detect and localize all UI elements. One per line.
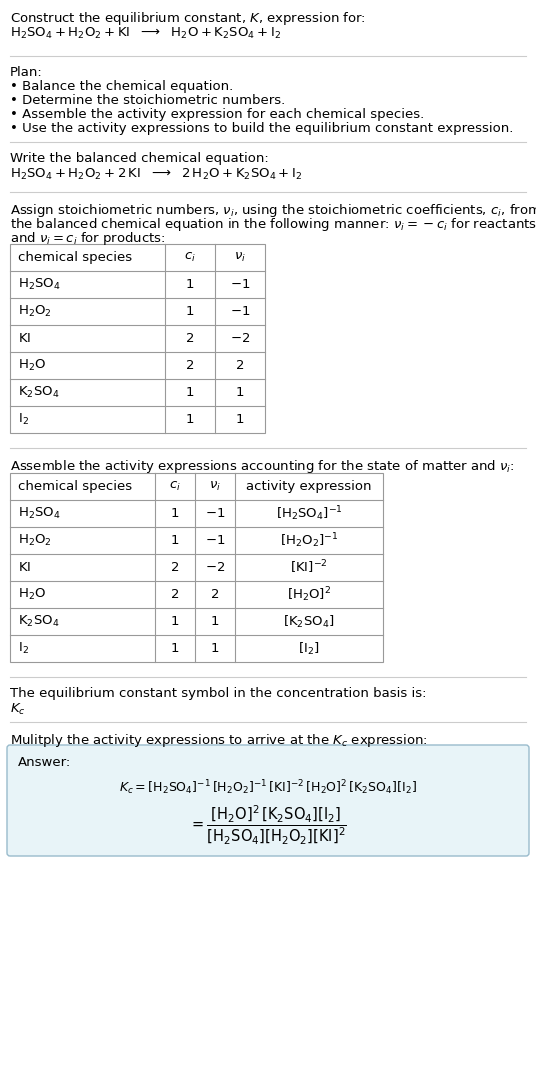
- Text: $\mathrm{I_2}$: $\mathrm{I_2}$: [18, 641, 29, 656]
- Bar: [10, 473, 383, 662]
- Text: Mulitply the activity expressions to arrive at the $K_c$ expression:: Mulitply the activity expressions to arr…: [10, 732, 428, 749]
- Text: $[\mathrm{H_2O_2}]^{-1}$: $[\mathrm{H_2O_2}]^{-1}$: [280, 531, 338, 550]
- FancyBboxPatch shape: [7, 745, 529, 856]
- Text: $\mathrm{H_2O}$: $\mathrm{H_2O}$: [18, 587, 46, 602]
- Text: $1$: $1$: [235, 386, 244, 398]
- Text: $\mathrm{KI}$: $\mathrm{KI}$: [18, 332, 31, 345]
- Text: 1: 1: [171, 615, 179, 628]
- Text: $2$: $2$: [235, 359, 244, 372]
- Text: $\mathrm{H_2O_2}$: $\mathrm{H_2O_2}$: [18, 533, 52, 548]
- Text: 1: 1: [171, 507, 179, 520]
- Text: • Determine the stoichiometric numbers.: • Determine the stoichiometric numbers.: [10, 94, 285, 107]
- Text: 1: 1: [186, 386, 194, 398]
- Text: $\mathrm{H_2SO_4 + H_2O_2 + KI}$  $\longrightarrow$  $\mathrm{H_2O + K_2SO_4 + I: $\mathrm{H_2SO_4 + H_2O_2 + KI}$ $\longr…: [10, 26, 281, 41]
- Text: $\nu_i$: $\nu_i$: [234, 251, 246, 264]
- Text: $= \dfrac{[\mathrm{H_2O}]^2\,[\mathrm{K_2SO_4}][\mathrm{I_2}]}{[\mathrm{H_2SO_4}: $= \dfrac{[\mathrm{H_2O}]^2\,[\mathrm{K_…: [189, 805, 347, 848]
- Text: $-1$: $-1$: [205, 507, 225, 520]
- Text: $1$: $1$: [210, 642, 220, 655]
- Text: 1: 1: [186, 278, 194, 291]
- Text: activity expression: activity expression: [246, 480, 372, 493]
- Text: 1: 1: [186, 412, 194, 426]
- Text: 1: 1: [171, 642, 179, 655]
- Text: 2: 2: [171, 561, 179, 574]
- Text: $\mathrm{K_2SO_4}$: $\mathrm{K_2SO_4}$: [18, 384, 59, 400]
- Text: $-2$: $-2$: [230, 332, 250, 345]
- Text: Answer:: Answer:: [18, 756, 71, 769]
- Text: $\mathrm{H_2O}$: $\mathrm{H_2O}$: [18, 358, 46, 373]
- Text: 1: 1: [186, 305, 194, 318]
- Text: Assemble the activity expressions accounting for the state of matter and $\nu_i$: Assemble the activity expressions accoun…: [10, 458, 515, 475]
- Text: $-2$: $-2$: [205, 561, 225, 574]
- Text: Write the balanced chemical equation:: Write the balanced chemical equation:: [10, 152, 269, 165]
- Text: $1$: $1$: [235, 412, 244, 426]
- Text: • Balance the chemical equation.: • Balance the chemical equation.: [10, 80, 233, 93]
- Text: $\mathrm{K_2SO_4}$: $\mathrm{K_2SO_4}$: [18, 614, 59, 629]
- Text: $c_i$: $c_i$: [184, 251, 196, 264]
- Text: $\mathrm{H_2SO_4}$: $\mathrm{H_2SO_4}$: [18, 277, 61, 292]
- Text: Plan:: Plan:: [10, 66, 43, 79]
- Text: $[\mathrm{H_2O}]^{2}$: $[\mathrm{H_2O}]^{2}$: [287, 585, 331, 604]
- Text: $[\mathrm{H_2SO_4}]^{-1}$: $[\mathrm{H_2SO_4}]^{-1}$: [276, 504, 343, 522]
- Text: $-1$: $-1$: [230, 305, 250, 318]
- Text: and $\nu_i = c_i$ for products:: and $\nu_i = c_i$ for products:: [10, 230, 166, 247]
- Text: the balanced chemical equation in the following manner: $\nu_i = -c_i$ for react: the balanced chemical equation in the fo…: [10, 216, 536, 233]
- Text: Construct the equilibrium constant, $K$, expression for:: Construct the equilibrium constant, $K$,…: [10, 10, 366, 27]
- Text: • Use the activity expressions to build the equilibrium constant expression.: • Use the activity expressions to build …: [10, 122, 513, 135]
- Text: $\mathrm{H_2O_2}$: $\mathrm{H_2O_2}$: [18, 304, 52, 319]
- Text: chemical species: chemical species: [18, 251, 132, 264]
- Text: $\mathrm{I_2}$: $\mathrm{I_2}$: [18, 411, 29, 428]
- Text: • Assemble the activity expression for each chemical species.: • Assemble the activity expression for e…: [10, 108, 425, 121]
- Text: $c_i$: $c_i$: [169, 480, 181, 493]
- Text: $[\mathrm{K_2SO_4}]$: $[\mathrm{K_2SO_4}]$: [283, 614, 335, 630]
- Text: 2: 2: [186, 332, 194, 345]
- Text: Assign stoichiometric numbers, $\nu_i$, using the stoichiometric coefficients, $: Assign stoichiometric numbers, $\nu_i$, …: [10, 202, 536, 219]
- Text: $1$: $1$: [210, 615, 220, 628]
- Text: 2: 2: [186, 359, 194, 372]
- Text: $2$: $2$: [211, 588, 220, 601]
- Text: 2: 2: [171, 588, 179, 601]
- Text: 1: 1: [171, 534, 179, 547]
- Text: $K_c$: $K_c$: [10, 702, 26, 717]
- Text: $\nu_i$: $\nu_i$: [209, 480, 221, 493]
- Text: chemical species: chemical species: [18, 480, 132, 493]
- Text: $\mathrm{H_2SO_4 + H_2O_2 + 2\, KI}$  $\longrightarrow$  $\mathrm{2\, H_2O + K_2: $\mathrm{H_2SO_4 + H_2O_2 + 2\, KI}$ $\l…: [10, 167, 302, 182]
- Text: $-1$: $-1$: [230, 278, 250, 291]
- Text: $\mathrm{H_2SO_4}$: $\mathrm{H_2SO_4}$: [18, 506, 61, 521]
- Text: $K_c = [\mathrm{H_2SO_4}]^{-1}\,[\mathrm{H_2O_2}]^{-1}\,[\mathrm{KI}]^{-2}\,[\ma: $K_c = [\mathrm{H_2SO_4}]^{-1}\,[\mathrm…: [119, 778, 417, 797]
- Bar: [10, 244, 265, 433]
- Text: $[\mathrm{I_2}]$: $[\mathrm{I_2}]$: [298, 641, 320, 657]
- Text: $-1$: $-1$: [205, 534, 225, 547]
- Text: $\mathrm{KI}$: $\mathrm{KI}$: [18, 561, 31, 574]
- Text: $[\mathrm{KI}]^{-2}$: $[\mathrm{KI}]^{-2}$: [290, 559, 328, 576]
- Text: The equilibrium constant symbol in the concentration basis is:: The equilibrium constant symbol in the c…: [10, 687, 427, 700]
